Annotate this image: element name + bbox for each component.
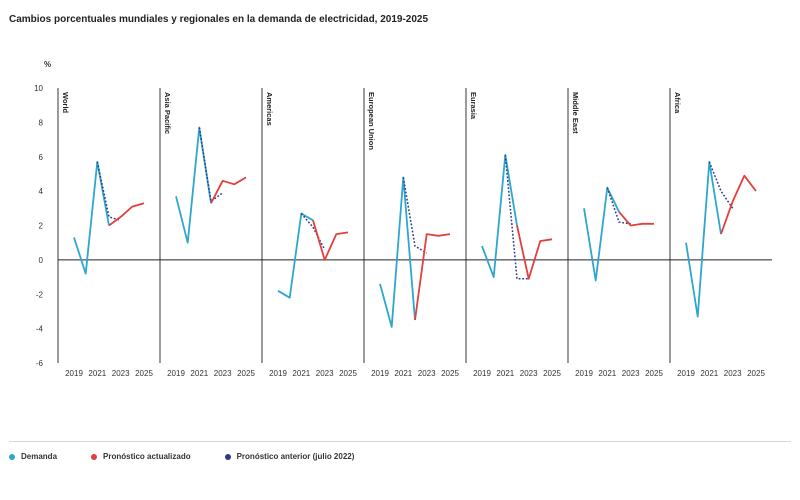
panel-label: Eurasia xyxy=(469,92,478,120)
series-line-demand xyxy=(73,160,110,275)
chart-title: Cambios porcentuales mundiales y regiona… xyxy=(9,14,429,25)
legend-item-demand: Demanda xyxy=(9,452,57,461)
x-tick-label: 2023 xyxy=(214,369,232,378)
series-line-previous xyxy=(96,161,121,222)
series-line-updated xyxy=(618,211,654,227)
y-tick-label: 6 xyxy=(39,153,44,162)
x-tick-label: 2023 xyxy=(316,369,334,378)
series-line-demand xyxy=(379,176,416,328)
legend-divider xyxy=(9,441,791,442)
series-line-previous xyxy=(606,187,631,225)
x-tick-label: 2023 xyxy=(520,369,538,378)
x-tick-label: 2023 xyxy=(622,369,640,378)
x-tick-label: 2021 xyxy=(598,369,616,378)
series-line-updated xyxy=(108,202,145,227)
legend-swatch-previous xyxy=(224,453,231,460)
x-tick-label: 2019 xyxy=(473,369,491,378)
x-tick-label: 2025 xyxy=(747,369,765,378)
x-tick-label: 2021 xyxy=(496,369,514,378)
x-tick-label: 2021 xyxy=(700,369,718,378)
x-tick-label: 2025 xyxy=(339,369,357,378)
y-tick-label: 10 xyxy=(34,84,43,93)
y-axis-label: % xyxy=(44,60,51,69)
y-tick-label: -2 xyxy=(36,290,44,299)
electricity-demand-chart: % -6 -4 -2 0 2 4 6 8 10 World 2019 2021 2023 2025 Asia … xyxy=(34,60,772,378)
legend-swatch-updated xyxy=(91,453,98,460)
series-line-demand xyxy=(481,154,518,279)
y-tick-label: 8 xyxy=(39,118,44,127)
y-tick-label: 2 xyxy=(39,222,44,231)
series-line-previous xyxy=(402,177,428,254)
panel-label: European Union xyxy=(367,92,376,150)
x-tick-label: 2023 xyxy=(418,369,436,378)
series-line-updated xyxy=(312,220,349,261)
y-tick-label: -6 xyxy=(36,359,44,368)
x-tick-label: 2019 xyxy=(371,369,389,378)
x-tick-label: 2019 xyxy=(575,369,593,378)
x-tick-label: 2021 xyxy=(292,369,310,378)
x-tick-label: 2023 xyxy=(724,369,742,378)
x-tick-label: 2025 xyxy=(237,369,255,378)
series-line-demand xyxy=(277,212,314,299)
legend-item-updated: Pronóstico actualizado xyxy=(91,452,191,461)
legend-label-updated: Pronóstico actualizado xyxy=(103,452,191,461)
panel-label: Asia Pacific xyxy=(163,92,172,134)
y-tick-label: -4 xyxy=(36,325,44,334)
x-tick-label: 2025 xyxy=(543,369,561,378)
x-tick-label: 2021 xyxy=(88,369,106,378)
legend: Demanda Pronóstico actualizado Pronóstic… xyxy=(9,452,354,461)
x-tick-label: 2021 xyxy=(190,369,208,378)
panel-label: Africa xyxy=(673,92,682,114)
x-tick-label: 2019 xyxy=(167,369,185,378)
series-line-updated xyxy=(414,233,451,321)
series-line-previous xyxy=(300,213,326,250)
y-tick-label: 0 xyxy=(39,256,44,265)
series-line-demand xyxy=(175,126,212,244)
legend-label-demand: Demanda xyxy=(21,452,58,461)
x-tick-label: 2019 xyxy=(677,369,695,378)
legend-swatch-demand xyxy=(9,453,15,460)
x-tick-label: 2025 xyxy=(135,369,153,378)
series-line-updated xyxy=(210,176,247,204)
series-line-previous xyxy=(198,127,224,203)
y-tick-label: 4 xyxy=(39,187,44,196)
x-tick-label: 2025 xyxy=(645,369,663,378)
series-line-updated xyxy=(720,174,757,235)
legend-item-previous: Pronóstico anterior (julio 2022) xyxy=(224,452,355,461)
panel-label: World xyxy=(61,92,70,114)
series-line-demand xyxy=(685,160,722,318)
x-tick-label: 2019 xyxy=(269,369,287,378)
series-line-updated xyxy=(516,225,553,280)
x-tick-label: 2021 xyxy=(394,369,412,378)
x-tick-label: 2019 xyxy=(65,369,83,378)
series-line-demand xyxy=(583,186,620,282)
panel-label: Americas xyxy=(265,92,274,126)
x-tick-label: 2023 xyxy=(112,369,130,378)
panel-label: Middle East xyxy=(571,92,580,134)
legend-label-previous: Pronóstico anterior (julio 2022) xyxy=(236,452,355,461)
x-tick-label: 2025 xyxy=(441,369,459,378)
